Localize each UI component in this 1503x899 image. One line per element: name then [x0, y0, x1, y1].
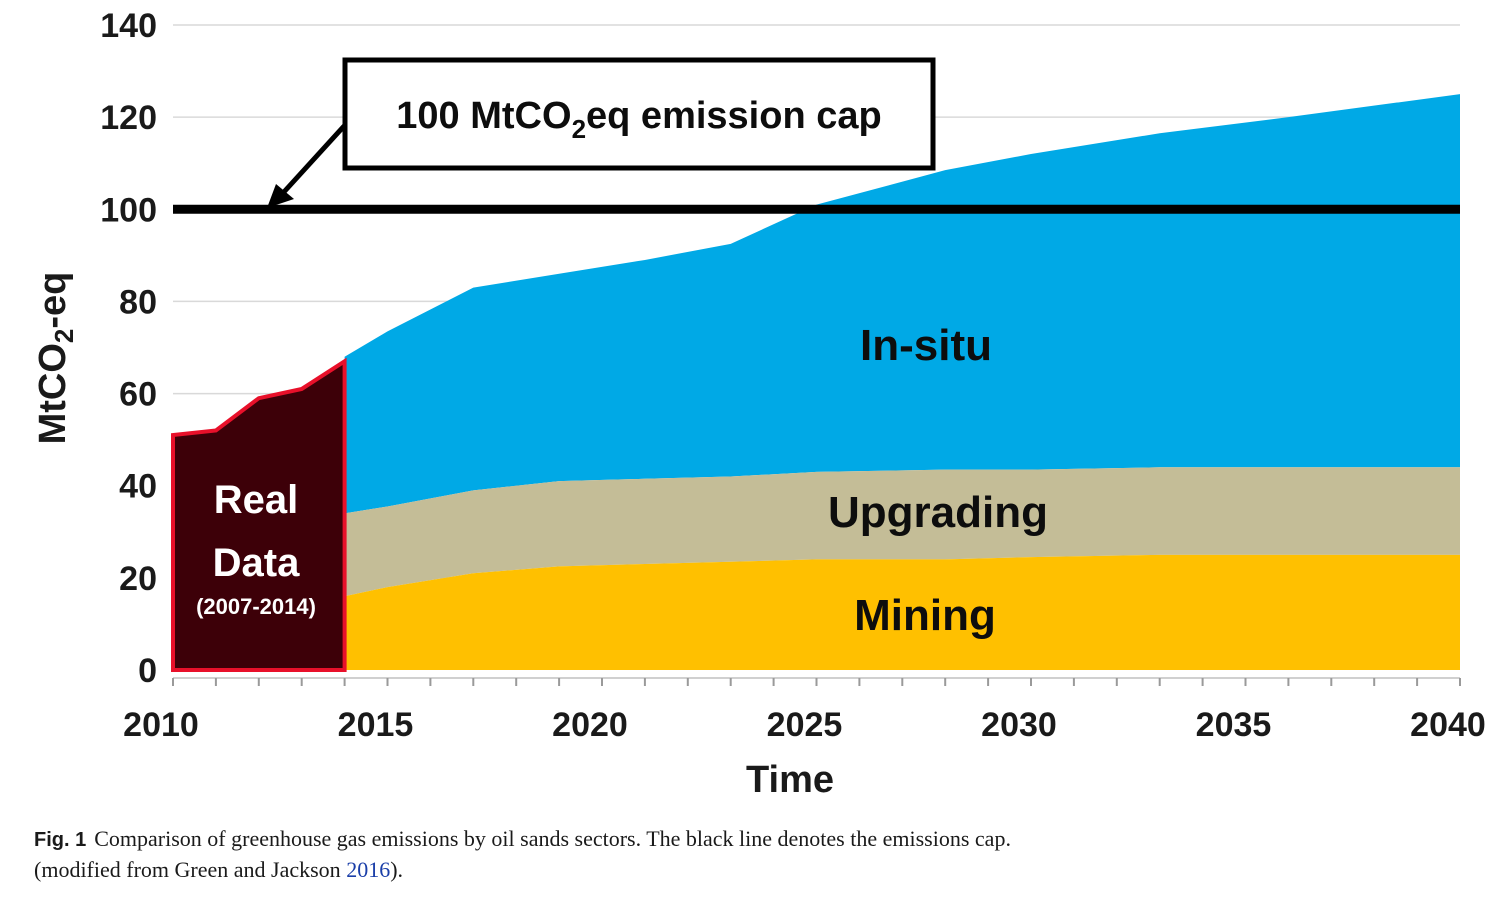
cap-callout-text-post: eq emission cap	[586, 95, 882, 137]
real-data-label-line1: Real	[214, 478, 299, 522]
caption-line2-pre: (modified from Green and Jackson	[34, 857, 347, 882]
area-labels: In-situ Upgrading Mining Real Data (2007…	[32, 272, 1048, 801]
caption-fig-label: Fig. 1	[34, 829, 87, 851]
x-tick-label-2040: 2040	[1410, 706, 1486, 744]
y-tick-label-80: 80	[119, 283, 157, 321]
x-tick-label-2020: 2020	[552, 706, 628, 744]
area-mining	[344, 554, 1461, 670]
cap-arrow-head	[267, 184, 294, 208]
insitu-label: In-situ	[860, 321, 992, 370]
y-axis-title-sub: 2	[49, 329, 79, 343]
area-insitu	[344, 94, 1461, 514]
x-tick-label-2015: 2015	[338, 706, 414, 744]
emissions-chart: 2010 2015 2020 2025 2030 2035 2040 02040608010…	[32, 7, 1486, 801]
cap-callout: 100 MtCO2eq emission cap	[267, 57, 936, 208]
y-tick-label-0: 0	[138, 652, 157, 690]
figure-caption: Fig. 1 Comparison of greenhouse gas emiss…	[34, 824, 1474, 884]
real-data-range-label: (2007-2014)	[196, 594, 316, 619]
mining-label: Mining	[854, 591, 996, 640]
caption-text: Comparison of greenhouse gas emissions b…	[94, 826, 1011, 851]
x-tick-label-2010: 2010	[123, 706, 199, 744]
y-tick-label-120: 120	[100, 99, 157, 137]
y-tick-label-140: 140	[100, 7, 157, 45]
y-tick-label-60: 60	[119, 376, 157, 414]
y-tick-label-40: 40	[119, 468, 157, 506]
area-upgrading	[344, 467, 1461, 597]
cap-arrow-shaft	[281, 123, 347, 195]
y-axis-title: MtCO2-eq	[32, 272, 79, 445]
caption-reference-link[interactable]: 2016	[346, 857, 391, 882]
x-tick-label-2025: 2025	[767, 706, 843, 744]
real-data-block	[171, 357, 347, 672]
x-tick-label-2035: 2035	[1196, 706, 1272, 744]
cap-callout-box	[342, 57, 936, 171]
y-axis-title-tail: -eq	[32, 272, 74, 329]
x-axis: 2010 2015 2020 2025 2030 2035 2040	[123, 677, 1486, 744]
x-axis-title: Time	[746, 759, 834, 801]
caption-line-1: Fig. 1 Comparison of greenhouse gas emiss…	[34, 824, 1474, 855]
real-data-label-line2: Data	[213, 541, 300, 585]
y-tick-label-100: 100	[100, 191, 157, 229]
real-data-area	[171, 357, 347, 672]
caption-line2-post: ).	[390, 857, 404, 882]
cap-callout-text-pre: 100 MtCO	[396, 95, 571, 137]
upgrading-label: Upgrading	[828, 488, 1048, 537]
y-tick-label-20: 20	[119, 560, 157, 598]
cap-callout-text-sub: 2	[572, 114, 586, 144]
y-axis: 0 20 40 60 80 100 120 140	[100, 7, 157, 690]
y-axis-title-main: MtCO	[32, 343, 74, 444]
caption-line-2: (modified from Green and Jackson 2016).	[34, 855, 1474, 884]
cap-callout-text: 100 MtCO2eq emission cap	[396, 95, 881, 144]
x-tick-label-2030: 2030	[981, 706, 1057, 744]
area-series	[344, 94, 1461, 670]
